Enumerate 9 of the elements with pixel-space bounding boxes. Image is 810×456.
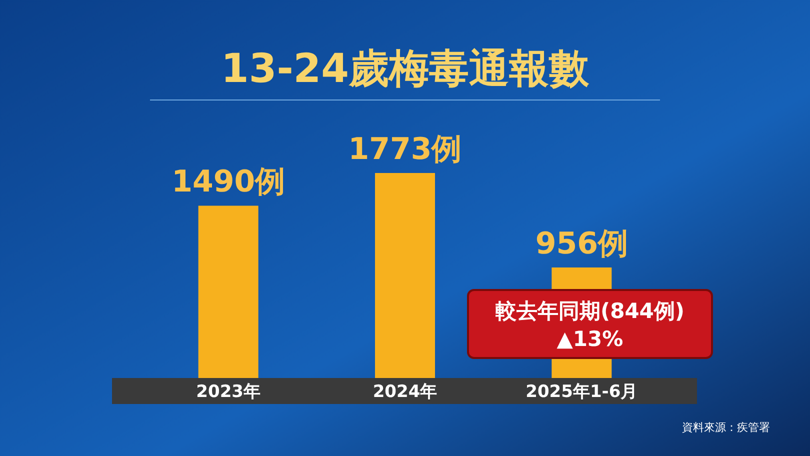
data-label: 1490例 [172,164,286,200]
chart-title: 13-24歲梅毒通報數 [221,46,590,92]
annotation: 較去年同期(844例) ▲13% [494,299,685,351]
source-note: 資料來源：疾管署 [682,421,770,434]
data-label: 1773例 [348,132,462,167]
data-label: 956例 [535,226,628,262]
x-tick-label: 2025年1-6月 [526,382,638,402]
x-tick-label: 2023年 [196,382,260,402]
x-tick-label: 2024年 [372,382,438,402]
